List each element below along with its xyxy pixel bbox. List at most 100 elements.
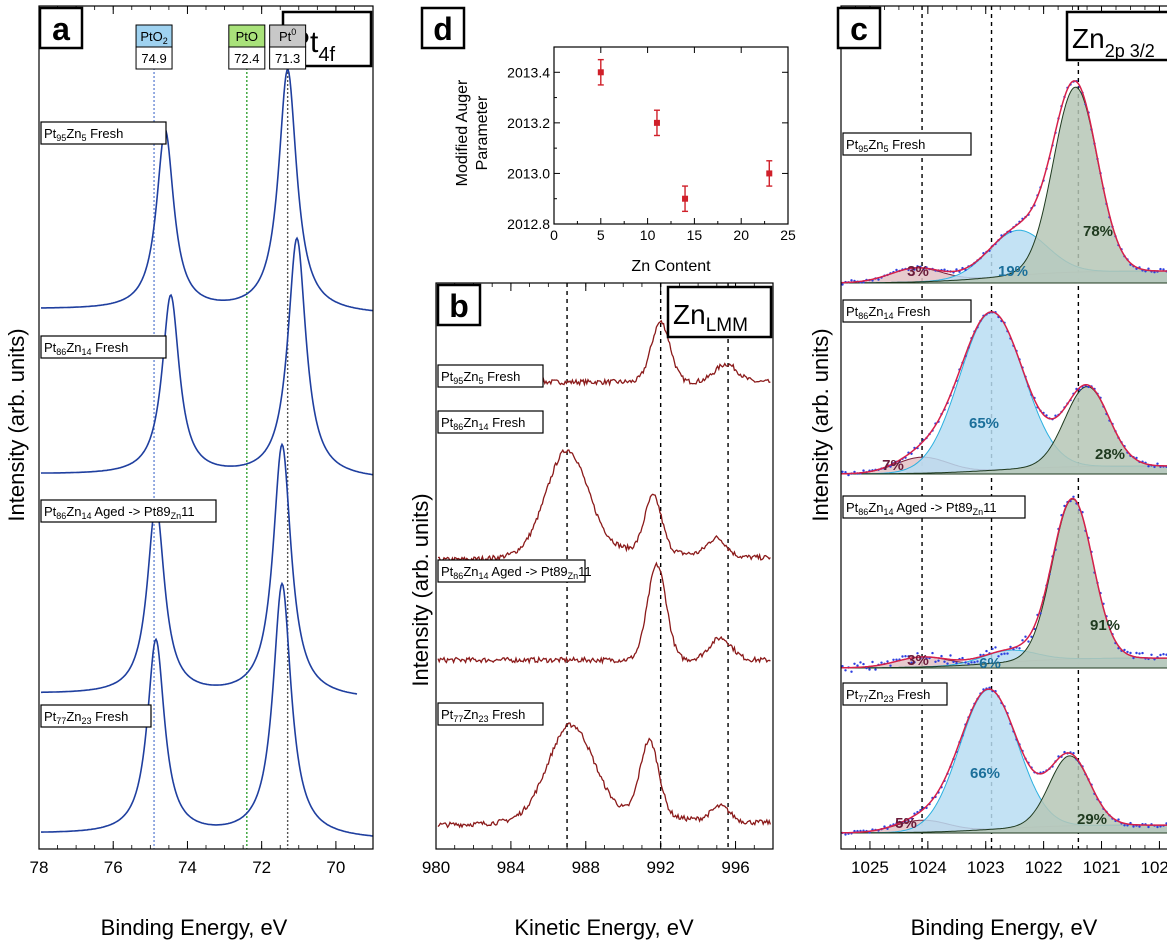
- data-dot: [1162, 268, 1165, 271]
- data-dot: [841, 283, 844, 286]
- fit-envelope: [841, 80, 1167, 284]
- sample-label-box: [842, 682, 948, 706]
- d-ytick-label: 2013.0: [507, 165, 550, 181]
- panel-d-ylabel-line1: Modified Auger: [454, 79, 471, 186]
- data-dot: [955, 661, 958, 665]
- panel-d-letter-box: d: [420, 6, 466, 50]
- green-component: [841, 498, 1167, 669]
- data-point: [682, 195, 689, 202]
- sample-label: Pt86Zn14 Aged -> Pt89Zn11: [842, 495, 1026, 519]
- data-dot: [874, 668, 877, 671]
- 3-xtick-label: 1025: [851, 858, 889, 877]
- data-dot: [850, 670, 853, 673]
- data-dot: [967, 662, 970, 665]
- data-dot: [1156, 825, 1159, 829]
- 3-xtick-label: 1024: [909, 858, 947, 877]
- data-dot: [973, 661, 976, 664]
- reference-value: 74.9: [141, 51, 166, 66]
- spectrum-line: [41, 581, 373, 837]
- data-dot: [1138, 652, 1141, 655]
- data-dot: [1021, 639, 1024, 642]
- data-dot: [916, 265, 919, 268]
- sample-label: Pt86Zn14 Fresh: [40, 335, 167, 359]
- data-dot: [847, 473, 850, 477]
- data-dot: [1138, 825, 1141, 828]
- data-dot: [892, 658, 895, 661]
- data-point: [597, 69, 604, 76]
- data-dot: [976, 660, 979, 663]
- data-dot: [934, 660, 937, 663]
- reference-value: 72.4: [234, 51, 259, 66]
- panel-b: 980 984 988 992 996 b ZnLMM Pt95Zn5 Fresh Pt8…: [408, 282, 774, 940]
- sample-label-box: [437, 364, 544, 388]
- data-dot: [853, 829, 856, 833]
- component-percent: 19%: [998, 263, 1028, 280]
- data-dot: [970, 661, 973, 664]
- data-dot: [931, 651, 934, 655]
- sample-label-box: [40, 335, 167, 359]
- panel-c-ylabel: Intensity (arb. units): [808, 328, 833, 521]
- component-percent: 66%: [970, 765, 1000, 782]
- sample-label-text: Pt95Zn5 Fresh: [846, 137, 925, 154]
- panel-c-title: Zn2p 3/2: [1072, 23, 1155, 61]
- data-dot: [943, 268, 946, 271]
- d-ytick-label: 2013.2: [507, 115, 550, 131]
- 0-xtick-label: 76: [104, 858, 123, 877]
- data-dot: [1156, 462, 1159, 465]
- d-xtick-label: 15: [687, 227, 703, 243]
- sample-label: Pt77Zn23 Fresh: [437, 702, 544, 726]
- data-dot: [904, 655, 907, 658]
- panel-c-xlabel: Binding Energy, eV: [911, 915, 1098, 940]
- component-percent: 78%: [1083, 223, 1113, 240]
- data-dot: [985, 649, 988, 653]
- sample-label: Pt95Zn5 Fresh: [437, 364, 544, 388]
- data-dot: [1159, 653, 1162, 657]
- spectrum-line: [41, 68, 373, 312]
- component-percent: 65%: [969, 415, 999, 432]
- data-dot: [895, 268, 898, 272]
- data-dot: [940, 654, 943, 658]
- 0-xtick-label: 78: [30, 858, 49, 877]
- panel-c-letter: c: [850, 11, 868, 47]
- 2-xtick-label: 980: [422, 858, 450, 877]
- 3-xtick-label: 1020: [1141, 858, 1167, 877]
- data-dot: [880, 661, 883, 664]
- 0-xtick-label: 74: [178, 858, 197, 877]
- sample-label-text: Pt86Zn14 Fresh: [846, 304, 930, 321]
- panel-a-letter-box: a: [38, 6, 84, 50]
- data-dot: [994, 646, 997, 649]
- reference-name: PtO2: [140, 29, 167, 46]
- data-dot: [1063, 504, 1066, 508]
- 2-xtick-label: 992: [646, 858, 674, 877]
- sample-label-text: Pt95Zn5 Fresh: [44, 126, 123, 143]
- sample-label: Pt95Zn5 Fresh: [40, 121, 167, 145]
- data-dot: [1054, 414, 1057, 417]
- data-dot: [1006, 652, 1009, 655]
- d-ytick-label: 2013.4: [507, 64, 550, 80]
- 3-xtick-label: 1023: [967, 858, 1005, 877]
- sample-label-text: Pt77Zn23 Fresh: [441, 707, 525, 724]
- data-dot: [1147, 267, 1150, 270]
- reference-value-box: [228, 46, 266, 70]
- sample-label-text: Pt86Zn14 Fresh: [441, 415, 525, 432]
- data-dot: [925, 657, 928, 660]
- component-percent: 5%: [895, 815, 917, 832]
- data-dot: [949, 654, 952, 657]
- panel-c-letter-box: c: [836, 6, 882, 50]
- sample-label-box: [437, 559, 586, 583]
- data-dot: [1123, 824, 1126, 827]
- reference-label: Pt0 71.3: [269, 24, 307, 70]
- sample-label-box: [842, 299, 972, 323]
- sample-label: Pt77Zn23 Fresh: [40, 704, 152, 728]
- data-dot: [883, 825, 886, 828]
- reference-label: PtO2 74.9: [135, 24, 173, 70]
- data-dot: [1063, 750, 1066, 754]
- reference-value: 71.3: [275, 51, 300, 66]
- data-dot: [1159, 267, 1162, 271]
- fit-envelope: [841, 497, 1167, 669]
- reference-name: Pt0: [279, 27, 296, 44]
- data-point: [766, 170, 773, 177]
- data-dot: [910, 661, 913, 664]
